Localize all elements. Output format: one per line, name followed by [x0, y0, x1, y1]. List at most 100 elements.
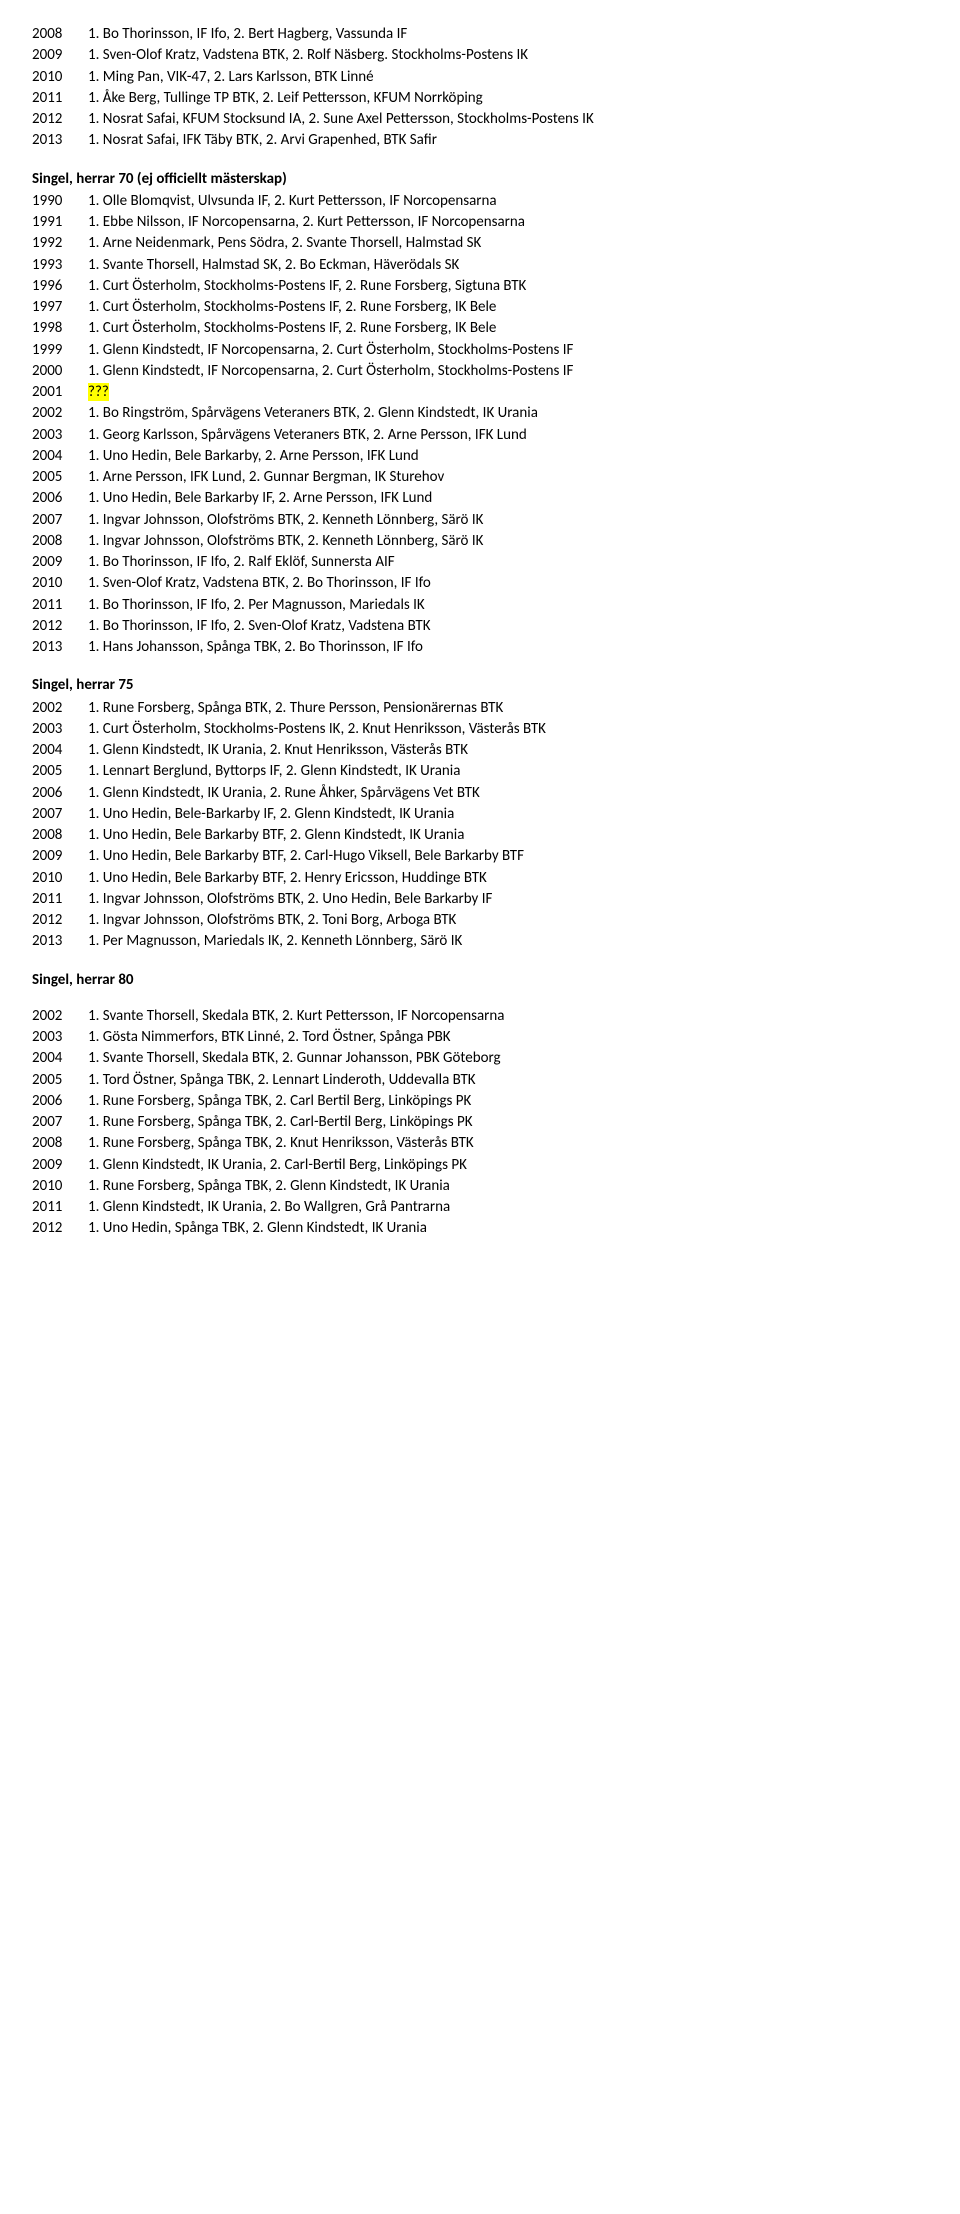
result-row: 20081. Uno Hedin, Bele Barkarby BTF, 2. …	[32, 825, 928, 845]
year-cell: 2010	[32, 868, 88, 888]
year-cell: 2010	[32, 67, 88, 87]
year-cell: 2004	[32, 740, 88, 760]
result-row: 20091. Uno Hedin, Bele Barkarby BTF, 2. …	[32, 846, 928, 866]
result-row: 19961. Curt Österholm, Stockholms-Posten…	[32, 276, 928, 296]
result-row: 20041. Uno Hedin, Bele Barkarby, 2. Arne…	[32, 446, 928, 466]
year-cell: 2003	[32, 719, 88, 739]
entry-cell: 1. Glenn Kindstedt, IK Urania, 2. Knut H…	[88, 740, 928, 760]
entry-cell: 1. Uno Hedin, Bele Barkarby BTF, 2. Henr…	[88, 868, 928, 888]
entry-cell: 1. Uno Hedin, Bele Barkarby IF, 2. Arne …	[88, 488, 928, 508]
year-cell: 2009	[32, 45, 88, 65]
result-row: 20001. Glenn Kindstedt, IF Norcopensarna…	[32, 361, 928, 381]
entry-cell: 1. Bo Thorinsson, IF Ifo, 2. Bert Hagber…	[88, 24, 928, 44]
year-cell: 2004	[32, 446, 88, 466]
result-row: 19931. Svante Thorsell, Halmstad SK, 2. …	[32, 255, 928, 275]
entry-cell: 1. Glenn Kindstedt, IK Urania, 2. Bo Wal…	[88, 1197, 928, 1217]
year-cell: 2005	[32, 761, 88, 781]
document-body: 20081. Bo Thorinsson, IF Ifo, 2. Bert Ha…	[32, 24, 928, 1239]
entry-cell: 1. Uno Hedin, Bele-Barkarby IF, 2. Glenn…	[88, 804, 928, 824]
entry-cell: 1. Curt Österholm, Stockholms-Postens IF…	[88, 297, 928, 317]
year-cell: 2006	[32, 783, 88, 803]
year-cell: 2003	[32, 1027, 88, 1047]
highlighted-text: ???	[88, 383, 109, 401]
year-cell: 1998	[32, 318, 88, 338]
year-cell: 2012	[32, 1218, 88, 1238]
result-row: 20131. Hans Johansson, Spånga TBK, 2. Bo…	[32, 637, 928, 657]
result-row: 20031. Gösta Nimmerfors, BTK Linné, 2. T…	[32, 1027, 928, 1047]
entry-cell: 1. Nosrat Safai, IFK Täby BTK, 2. Arvi G…	[88, 130, 928, 150]
result-row: 20101. Ming Pan, VIK-47, 2. Lars Karlsso…	[32, 67, 928, 87]
result-row: 20021. Rune Forsberg, Spånga BTK, 2. Thu…	[32, 698, 928, 718]
year-cell: 2010	[32, 1176, 88, 1196]
result-row: 20081. Ingvar Johnsson, Olofströms BTK, …	[32, 531, 928, 551]
entry-cell: 1. Tord Östner, Spånga TBK, 2. Lennart L…	[88, 1070, 928, 1090]
year-cell: 2007	[32, 510, 88, 530]
entry-cell: 1. Gösta Nimmerfors, BTK Linné, 2. Tord …	[88, 1027, 928, 1047]
result-row: 20111. Ingvar Johnsson, Olofströms BTK, …	[32, 889, 928, 909]
result-row: 20041. Glenn Kindstedt, IK Urania, 2. Kn…	[32, 740, 928, 760]
year-cell: 2005	[32, 467, 88, 487]
result-row: 20131. Per Magnusson, Mariedals IK, 2. K…	[32, 931, 928, 951]
result-row: 20061. Uno Hedin, Bele Barkarby IF, 2. A…	[32, 488, 928, 508]
result-row: 20041. Svante Thorsell, Skedala BTK, 2. …	[32, 1048, 928, 1068]
entry-cell: 1. Curt Österholm, Stockholms-Postens IF…	[88, 276, 928, 296]
entry-cell: 1. Ingvar Johnsson, Olofströms BTK, 2. T…	[88, 910, 928, 930]
spacer	[32, 992, 928, 1006]
year-cell: 2002	[32, 1006, 88, 1026]
entry-cell: 1. Curt Österholm, Stockholms-Postens IF…	[88, 318, 928, 338]
entry-cell: ???	[88, 382, 928, 402]
year-cell: 2012	[32, 910, 88, 930]
result-row: 19901. Olle Blomqvist, Ulvsunda IF, 2. K…	[32, 191, 928, 211]
result-row: 20031. Curt Österholm, Stockholms-Posten…	[32, 719, 928, 739]
result-row: 20111. Glenn Kindstedt, IK Urania, 2. Bo…	[32, 1197, 928, 1217]
entry-cell: 1. Rune Forsberg, Spånga BTK, 2. Thure P…	[88, 698, 928, 718]
entry-cell: 1. Arne Persson, IFK Lund, 2. Gunnar Ber…	[88, 467, 928, 487]
entry-cell: 1. Ebbe Nilsson, IF Norcopensarna, 2. Ku…	[88, 212, 928, 232]
year-cell: 2006	[32, 1091, 88, 1111]
section-title: Singel, herrar 80	[32, 970, 928, 990]
result-row: 20121. Nosrat Safai, KFUM Stocksund IA, …	[32, 109, 928, 129]
result-row: 20071. Rune Forsberg, Spånga TBK, 2. Car…	[32, 1112, 928, 1132]
year-cell: 2008	[32, 24, 88, 44]
entry-cell: 1. Bo Ringström, Spårvägens Veteraners B…	[88, 403, 928, 423]
year-cell: 1993	[32, 255, 88, 275]
year-cell: 2009	[32, 846, 88, 866]
result-row: 20051. Lennart Berglund, Byttorps IF, 2.…	[32, 761, 928, 781]
year-cell: 2011	[32, 1197, 88, 1217]
result-row: 20091. Sven-Olof Kratz, Vadstena BTK, 2.…	[32, 45, 928, 65]
year-cell: 2000	[32, 361, 88, 381]
entry-cell: 1. Georg Karlsson, Spårvägens Veteraners…	[88, 425, 928, 445]
result-row: 20121. Uno Hedin, Spånga TBK, 2. Glenn K…	[32, 1218, 928, 1238]
result-row: 20081. Bo Thorinsson, IF Ifo, 2. Bert Ha…	[32, 24, 928, 44]
entry-cell: 1. Glenn Kindstedt, IF Norcopensarna, 2.…	[88, 361, 928, 381]
year-cell: 2011	[32, 889, 88, 909]
entry-cell: 1. Arne Neidenmark, Pens Södra, 2. Svant…	[88, 233, 928, 253]
entry-cell: 1. Rune Forsberg, Spånga TBK, 2. Carl-Be…	[88, 1112, 928, 1132]
result-row: 20031. Georg Karlsson, Spårvägens Vetera…	[32, 425, 928, 445]
entry-cell: 1. Olle Blomqvist, Ulvsunda IF, 2. Kurt …	[88, 191, 928, 211]
result-row: 20121. Bo Thorinsson, IF Ifo, 2. Sven-Ol…	[32, 616, 928, 636]
entry-cell: 1. Ming Pan, VIK-47, 2. Lars Karlsson, B…	[88, 67, 928, 87]
year-cell: 2007	[32, 1112, 88, 1132]
year-cell: 2006	[32, 488, 88, 508]
year-cell: 2005	[32, 1070, 88, 1090]
year-cell: 2001	[32, 382, 88, 402]
result-row: 20071. Ingvar Johnsson, Olofströms BTK, …	[32, 510, 928, 530]
year-cell: 2010	[32, 573, 88, 593]
year-cell: 2003	[32, 425, 88, 445]
year-cell: 1991	[32, 212, 88, 232]
result-row: 20121. Ingvar Johnsson, Olofströms BTK, …	[32, 910, 928, 930]
year-cell: 2013	[32, 130, 88, 150]
year-cell: 1996	[32, 276, 88, 296]
entry-cell: 1. Ingvar Johnsson, Olofströms BTK, 2. K…	[88, 531, 928, 551]
entry-cell: 1. Glenn Kindstedt, IK Urania, 2. Carl-B…	[88, 1155, 928, 1175]
year-cell: 2004	[32, 1048, 88, 1068]
entry-cell: 1. Nosrat Safai, KFUM Stocksund IA, 2. S…	[88, 109, 928, 129]
year-cell: 2013	[32, 637, 88, 657]
year-cell: 2007	[32, 804, 88, 824]
year-cell: 1992	[32, 233, 88, 253]
entry-cell: 1. Rune Forsberg, Spånga TBK, 2. Carl Be…	[88, 1091, 928, 1111]
result-row: 19981. Curt Österholm, Stockholms-Posten…	[32, 318, 928, 338]
entry-cell: 1. Svante Thorsell, Skedala BTK, 2. Gunn…	[88, 1048, 928, 1068]
year-cell: 2009	[32, 1155, 88, 1175]
